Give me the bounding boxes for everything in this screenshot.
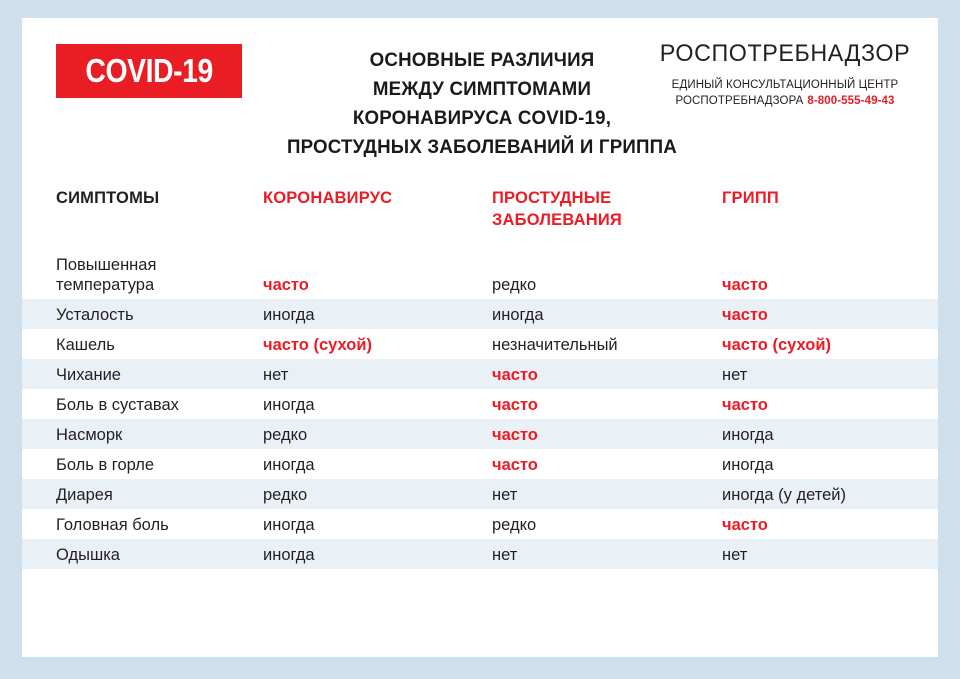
symptoms-comparison-table: СИМПТОМЫ КОРОНАВИРУС ПРОСТУДНЫЕ ЗАБОЛЕВА… xyxy=(22,183,938,615)
table-row: Повышенная температура часто редко часто xyxy=(22,245,938,299)
table-header-row: СИМПТОМЫ КОРОНАВИРУС ПРОСТУДНЫЕ ЗАБОЛЕВА… xyxy=(22,183,938,245)
cell-cold: нет xyxy=(492,546,518,564)
column-header-symptoms: СИМПТОМЫ xyxy=(56,189,160,207)
cell-flu: часто xyxy=(722,396,768,414)
cell-coronavirus: часто (сухой) xyxy=(263,336,372,354)
table-row: Головная боль иногда редко часто xyxy=(22,509,938,539)
cell-cold: редко xyxy=(492,276,537,294)
table-row: Усталость иногда иногда часто xyxy=(22,299,938,329)
cell-coronavirus: иногда xyxy=(263,306,315,324)
cell-symptom: Диарея xyxy=(56,486,113,504)
column-header-flu: ГРИПП xyxy=(722,189,779,207)
cell-flu: часто (сухой) xyxy=(722,336,831,354)
organization-block: РОСПОТРЕБНАДЗОР ЕДИНЫЙ КОНСУЛЬТАЦИОННЫЙ … xyxy=(650,40,920,109)
title-line-1: ОСНОВНЫЕ РАЗЛИЧИЯ xyxy=(369,49,595,71)
organization-phone-line: РОСПОТРЕБНАДЗОРА 8-800-555-49-43 xyxy=(650,93,920,109)
cell-coronavirus: нет xyxy=(263,366,289,384)
cell-flu: иногда xyxy=(722,426,774,444)
cell-symptom: Кашель xyxy=(56,336,115,354)
cell-cold: незначительный xyxy=(492,336,618,354)
table-row: Боль в суставах иногда часто часто xyxy=(22,389,938,419)
organization-name: РОСПОТРЕБНАДЗОР xyxy=(659,40,911,67)
poster-header: COVID-19 ОСНОВНЫЕ РАЗЛИЧИЯ МЕЖДУ СИМПТОМ… xyxy=(22,18,938,183)
cell-flu: иногда (у детей) xyxy=(722,486,847,504)
cell-cold: нет xyxy=(492,486,518,504)
cell-symptom: Боль в горле xyxy=(56,456,155,474)
organization-subtitle: ЕДИНЫЙ КОНСУЛЬТАЦИОННЫЙ ЦЕНТР РОСПОТРЕБН… xyxy=(650,77,920,109)
cell-symptom: Одышка xyxy=(56,546,120,564)
cell-symptom: Боль в суставах xyxy=(56,396,179,414)
cell-symptom: Повышенная температура xyxy=(56,256,157,294)
cell-coronavirus: редко xyxy=(263,426,308,444)
table-row: Чихание нет часто нет xyxy=(22,359,938,389)
cell-symptom: Головная боль xyxy=(56,516,169,534)
cell-coronavirus: редко xyxy=(263,486,308,504)
consultation-center-line: ЕДИНЫЙ КОНСУЛЬТАЦИОННЫЙ ЦЕНТР xyxy=(671,79,899,91)
page-title: ОСНОВНЫЕ РАЗЛИЧИЯ МЕЖДУ СИМПТОМАМИ КОРОН… xyxy=(262,46,702,162)
cell-coronavirus: часто xyxy=(263,276,309,294)
table-body: Повышенная температура часто редко часто Уст… xyxy=(22,245,938,569)
covid19-badge: COVID-19 xyxy=(56,44,242,98)
cell-coronavirus: иногда xyxy=(263,546,315,564)
cell-cold: часто xyxy=(492,366,538,384)
column-header-cold: ПРОСТУДНЫЕ ЗАБОЛЕВАНИЯ xyxy=(492,189,622,229)
cell-coronavirus: иногда xyxy=(263,516,315,534)
table-row: Боль в горле иногда часто иногда xyxy=(22,449,938,479)
cell-symptom: Чихание xyxy=(56,366,121,384)
cell-symptom: Насморк xyxy=(56,426,123,444)
cell-cold: иногда xyxy=(492,306,544,324)
hotline-phone-number[interactable]: 8-800-555-49-43 xyxy=(807,95,895,107)
infographic-poster: COVID-19 ОСНОВНЫЕ РАЗЛИЧИЯ МЕЖДУ СИМПТОМ… xyxy=(22,18,938,657)
table-row: Кашель часто (сухой) незначительный часто (… xyxy=(22,329,938,359)
cell-cold: часто xyxy=(492,456,538,474)
cell-flu: часто xyxy=(722,516,768,534)
title-line-2: МЕЖДУ СИМПТОМАМИ xyxy=(372,78,592,100)
cell-flu: часто xyxy=(722,276,768,294)
cell-flu: нет xyxy=(722,366,748,384)
table-row: Одышка иногда нет нет xyxy=(22,539,938,569)
cell-flu: часто xyxy=(722,306,768,324)
cell-flu: иногда xyxy=(722,456,774,474)
column-header-coronavirus: КОРОНАВИРУС xyxy=(263,189,393,207)
poster-footer-space xyxy=(22,569,938,615)
organization-genitive-name: РОСПОТРЕБНАДЗОРА xyxy=(675,95,804,107)
cell-coronavirus: иногда xyxy=(263,396,315,414)
cell-cold: часто xyxy=(492,426,538,444)
cell-cold: часто xyxy=(492,396,538,414)
table-row: Диарея редко нет иногда (у детей) xyxy=(22,479,938,509)
cell-cold: редко xyxy=(492,516,537,534)
cell-flu: нет xyxy=(722,546,748,564)
table-row: Насморк редко часто иногда xyxy=(22,419,938,449)
cell-symptom: Усталость xyxy=(56,306,134,324)
cell-coronavirus: иногда xyxy=(263,456,315,474)
title-line-4: ПРОСТУДНЫХ ЗАБОЛЕВАНИЙ И ГРИППА xyxy=(286,136,678,158)
covid19-badge-label: COVID-19 xyxy=(85,52,213,89)
title-line-3: КОРОНАВИРУСА COVID-19, xyxy=(352,107,612,129)
